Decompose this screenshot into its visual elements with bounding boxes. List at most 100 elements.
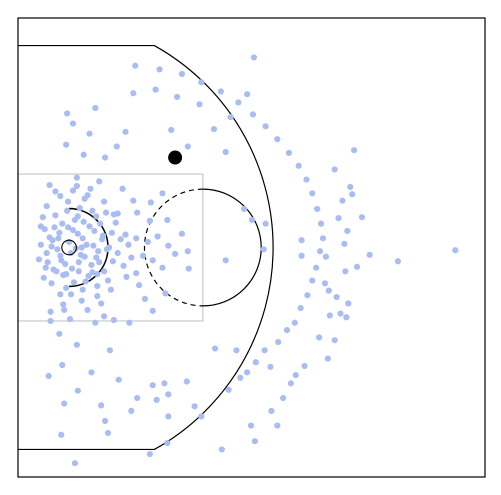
shot-point bbox=[98, 300, 105, 307]
shot-point bbox=[84, 192, 91, 199]
shot-point bbox=[80, 151, 87, 158]
shot-point bbox=[46, 181, 53, 189]
shot-point bbox=[394, 258, 402, 265]
shot-point bbox=[48, 280, 55, 287]
shot-point bbox=[88, 261, 95, 269]
shot-point bbox=[358, 214, 366, 221]
shot-point bbox=[287, 380, 295, 387]
shot-point bbox=[324, 355, 331, 362]
shot-point bbox=[178, 230, 186, 237]
shot-point bbox=[61, 306, 68, 314]
shot-point bbox=[69, 187, 77, 194]
shot-point bbox=[291, 319, 298, 326]
shot-point bbox=[321, 280, 329, 287]
shot-point bbox=[73, 341, 80, 348]
shot-point bbox=[61, 400, 68, 407]
shot-point bbox=[101, 313, 108, 320]
plot-border bbox=[17, 17, 486, 478]
shot-point bbox=[133, 235, 140, 242]
shot-point bbox=[325, 287, 332, 294]
shot-point bbox=[45, 372, 52, 380]
shot-point bbox=[301, 362, 308, 370]
shot-point bbox=[35, 256, 43, 263]
shot-point bbox=[130, 197, 137, 204]
shot-point bbox=[67, 291, 75, 298]
shot-point bbox=[351, 147, 358, 154]
shot-point bbox=[147, 199, 154, 206]
shot-point bbox=[342, 268, 349, 275]
shot-point bbox=[125, 241, 132, 248]
shot-point bbox=[113, 143, 120, 150]
shot-point bbox=[244, 91, 251, 98]
shot-point bbox=[37, 241, 44, 248]
shot-point bbox=[97, 220, 104, 227]
shot-point bbox=[345, 300, 352, 307]
shot-point bbox=[71, 460, 79, 467]
shot-point bbox=[126, 319, 133, 326]
shot-point bbox=[107, 286, 115, 293]
shot-point bbox=[109, 258, 116, 265]
shot-point bbox=[63, 284, 70, 291]
shot-point bbox=[152, 86, 159, 93]
shot-point bbox=[110, 316, 117, 324]
shot-point bbox=[198, 413, 205, 420]
shot-point bbox=[298, 252, 305, 259]
shot-point bbox=[247, 422, 255, 429]
shot-point bbox=[91, 227, 98, 235]
shot-point bbox=[95, 248, 102, 255]
shot-point bbox=[85, 272, 92, 280]
shot-point bbox=[84, 306, 91, 314]
shot-point bbox=[57, 252, 64, 259]
shot-point bbox=[347, 183, 354, 191]
shot-point bbox=[40, 274, 47, 281]
shot-point bbox=[165, 391, 172, 398]
shot-point bbox=[65, 198, 72, 205]
plot-frame bbox=[17, 17, 486, 478]
shot-point bbox=[66, 316, 74, 323]
shot-point bbox=[198, 79, 205, 86]
shot-point bbox=[83, 241, 90, 248]
shot-point bbox=[235, 99, 242, 106]
free-throw-arc-solid bbox=[202, 188, 262, 307]
shot-point bbox=[262, 220, 269, 227]
shot-point bbox=[262, 123, 269, 130]
shot-point bbox=[341, 240, 348, 247]
shot-point bbox=[260, 246, 267, 253]
shot-point bbox=[134, 394, 141, 402]
shot-point bbox=[92, 104, 99, 112]
shot-point bbox=[149, 307, 156, 314]
shot-point bbox=[74, 213, 81, 220]
shot-point bbox=[98, 402, 105, 409]
shot-point bbox=[136, 282, 143, 289]
highlight-point bbox=[168, 150, 183, 165]
shot-point bbox=[43, 249, 50, 257]
shot-point bbox=[64, 110, 71, 117]
shot-point bbox=[149, 382, 156, 389]
shot-point bbox=[184, 248, 191, 255]
shot-point bbox=[56, 330, 63, 337]
shot-point bbox=[65, 224, 72, 231]
free-throw-arc-dashed bbox=[143, 188, 203, 307]
shot-point bbox=[267, 363, 274, 370]
shot-point bbox=[173, 93, 181, 101]
shot-point bbox=[90, 242, 97, 249]
shot-point bbox=[101, 154, 109, 161]
shot-point bbox=[74, 387, 81, 394]
shot-point bbox=[81, 253, 88, 260]
shot-point bbox=[106, 347, 114, 354]
shot-point bbox=[75, 268, 82, 275]
shot-point bbox=[104, 429, 112, 437]
shot-point bbox=[89, 207, 96, 214]
shot-point bbox=[274, 136, 281, 143]
shot-point bbox=[53, 268, 60, 275]
shot-point bbox=[222, 257, 229, 264]
shot-point bbox=[156, 66, 163, 73]
shot-point bbox=[64, 207, 71, 214]
shot-point bbox=[86, 223, 93, 230]
shot-point bbox=[268, 407, 275, 415]
shot-point bbox=[54, 246, 61, 253]
shot-point bbox=[178, 70, 186, 78]
shot-point bbox=[59, 220, 66, 227]
shot-point bbox=[154, 233, 161, 240]
